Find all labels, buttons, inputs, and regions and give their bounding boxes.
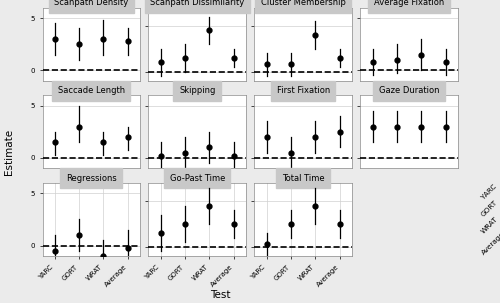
Text: WRAT: WRAT: [480, 216, 500, 235]
Title: First Fixation: First Fixation: [276, 86, 330, 95]
Title: Scanpath Dissimilarity: Scanpath Dissimilarity: [150, 0, 244, 8]
Title: Saccade Length: Saccade Length: [58, 86, 125, 95]
Title: Scanpath Density: Scanpath Density: [54, 0, 128, 8]
Title: Gaze Duration: Gaze Duration: [379, 86, 440, 95]
Text: GORT: GORT: [480, 199, 499, 218]
Text: Estimate: Estimate: [4, 128, 14, 175]
Text: YARC: YARC: [480, 183, 498, 200]
Title: Total Time: Total Time: [282, 174, 325, 183]
Text: Average: Average: [480, 230, 500, 255]
Text: Test: Test: [210, 290, 230, 300]
Title: Cluster Membership: Cluster Membership: [260, 0, 346, 8]
Title: Skipping: Skipping: [179, 86, 216, 95]
Title: Go-Past Time: Go-Past Time: [170, 174, 225, 183]
Title: Average Fixation: Average Fixation: [374, 0, 444, 8]
Title: Regressions: Regressions: [66, 174, 116, 183]
